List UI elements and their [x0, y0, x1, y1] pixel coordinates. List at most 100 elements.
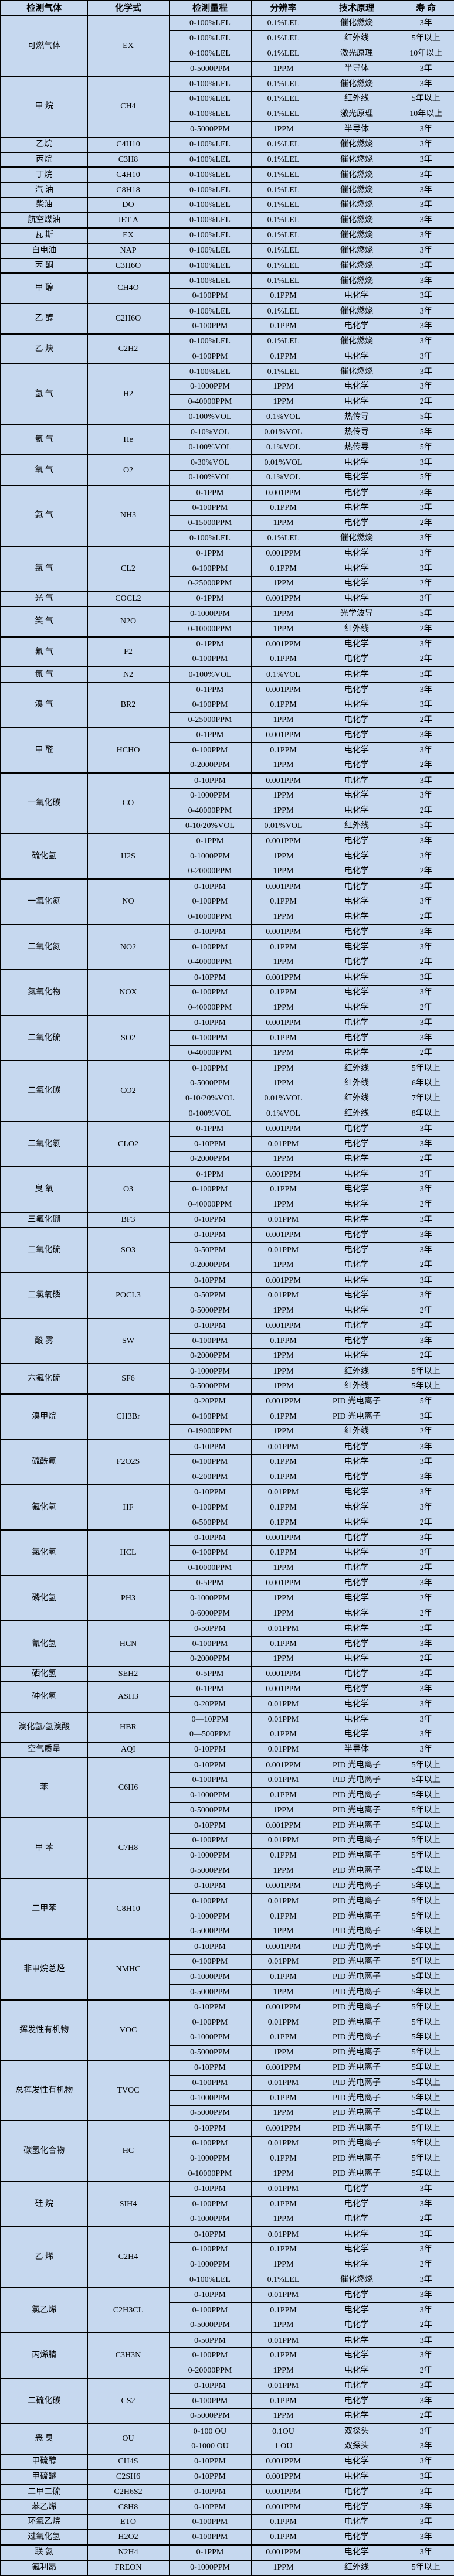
range-cell: 0-10PPM: [168, 2499, 252, 2515]
range-cell: 0-100PPM: [168, 1500, 252, 1516]
table-row: 0-1000PPM 1PPM 电化学 2年: [1, 2211, 454, 2227]
resolution-cell: 0.001PPM: [250, 1014, 316, 1031]
table-row: 乙 炔 C2H2 0-100%LEL 0.1%LEL 催化燃烧 3年: [0, 333, 454, 364]
resolution-cell: 1PPM: [250, 1075, 316, 1092]
gas-name-cell: 三氟化硼: [0, 1211, 88, 1228]
resolution-cell: 0.01PPM: [250, 2135, 316, 2152]
resolution-cell: 0.001PPM: [250, 2453, 316, 2470]
principle-cell: 电化学: [315, 1606, 398, 1621]
lifespan-cell: 3年: [397, 682, 454, 698]
resolution-cell: 0.01PPM: [250, 2287, 316, 2303]
gas-name-cell: 氦 气: [0, 424, 88, 455]
lifespan-cell: 3年: [397, 1272, 454, 1289]
gas-name-cell: 一氧化碳: [0, 772, 88, 834]
formula-cell: ETO: [87, 2514, 170, 2530]
resolution-cell: 1PPM: [250, 1606, 316, 1621]
table-row: 二硫化碳 CS2 0-10PPM 0.01PPM 电化学 3年: [0, 2377, 454, 2424]
principle-cell: 电化学: [315, 1211, 398, 1228]
lifespan-cell: 3年: [397, 1696, 454, 1712]
formula-cell: C2H6O: [87, 303, 170, 335]
principle-cell: 电化学: [315, 682, 398, 698]
lifespan-cell: 2年: [397, 1606, 454, 1621]
table-row: 氦 气 He 0-10%VOL 0.01%VOL 热传导 5年: [0, 424, 454, 455]
lifespan-cell: 5年以上: [397, 1938, 454, 1955]
range-cell: 0-1000PPM: [168, 2559, 252, 2576]
formula-cell: C8H18: [87, 182, 170, 198]
header-lifespan: 寿 命: [397, 0, 454, 16]
resolution-cell: 1PPM: [250, 2257, 316, 2273]
header-row: 检测气体 化学式 检测量程 分辨率 技术原理 寿 命: [0, 0, 454, 16]
lifespan-cell: 3年: [397, 1439, 454, 1455]
lifespan-cell: 5年以上: [397, 1832, 454, 1849]
lifespan-cell: 5年以上: [397, 1969, 454, 1985]
principle-cell: 电化学: [315, 469, 398, 486]
resolution-cell: 0.1PPM: [250, 1848, 316, 1864]
resolution-cell: 1PPM: [250, 1923, 316, 1940]
range-cell: 0-1PPM: [168, 2544, 252, 2561]
gas-name-cell: 瓦 斯: [0, 227, 88, 244]
lifespan-cell: 2年: [397, 515, 454, 531]
table-row: 0-100PPM 0.01PPM PID 光电离子 5年以上: [1, 2014, 454, 2030]
header-principle: 技术原理: [315, 0, 398, 16]
formula-cell: HCL: [87, 1529, 170, 1576]
header-range: 检测量程: [168, 0, 252, 16]
principle-cell: 电化学: [315, 2180, 398, 2197]
principle-cell: 电化学: [315, 1030, 398, 1046]
table-row: 乙 醇 C2H6O 0-100%LEL 0.1%LEL 催化燃烧 3年: [0, 303, 454, 335]
gas-name-cell: 乙 醇: [0, 303, 88, 335]
lifespan-cell: 8年以上: [397, 1106, 454, 1122]
resolution-cell: 0.01%VOL: [250, 424, 316, 441]
range-cell: 0-100%LEL: [168, 303, 252, 319]
principle-cell: 电化学: [315, 954, 398, 970]
resolution-cell: 0.001PPM: [250, 2483, 316, 2500]
resolution-cell: 0.001PPM: [250, 1166, 316, 1183]
lifespan-cell: 3年: [397, 197, 454, 213]
lifespan-cell: 3年: [397, 166, 454, 183]
gas-name-cell: 甲 烷: [0, 76, 88, 138]
resolution-cell: 0.01PPM: [250, 1711, 316, 1727]
formula-cell: VOC: [87, 1999, 170, 2061]
lifespan-cell: 3年: [397, 924, 454, 940]
table-row: 氮 气 N2 0-100%VOL 0.1%VOL 电化学 3年: [0, 666, 454, 683]
resolution-cell: 0.1%LEL: [250, 272, 316, 289]
principle-cell: 电化学: [315, 2393, 398, 2409]
range-cell: 0-100PPM: [168, 1545, 252, 1561]
lifespan-cell: 2年: [397, 1423, 454, 1440]
resolution-cell: 0.01%VOL: [250, 818, 316, 834]
lifespan-cell: 2年: [397, 2211, 454, 2227]
range-cell: 0-100PPM: [168, 1454, 252, 1470]
resolution-cell: 1PPM: [250, 2317, 316, 2333]
table-row: 磷化氢 PH3 0-5PPM 0.001PPM 电化学 3年: [0, 1575, 454, 1621]
formula-cell: N2O: [87, 605, 170, 638]
table-row: 0-5000PPM 1PPM 电化学 2年: [1, 1303, 454, 1319]
range-cell: 0-10PPM: [168, 1226, 252, 1243]
lifespan-cell: 10年以上: [397, 46, 454, 62]
range-cell: 0-100%LEL: [168, 242, 252, 258]
resolution-cell: 1PPM: [250, 379, 316, 395]
table-row: 一氧化氮 NO 0-10PPM 0.001PPM 电化学 3年: [0, 878, 454, 925]
lifespan-cell: 3年: [397, 2196, 454, 2212]
gas-name-cell: 甲硫醇: [0, 2453, 88, 2470]
lifespan-cell: 2年: [397, 575, 454, 592]
principle-cell: 电化学: [315, 727, 398, 743]
gas-name-cell: 甲 醛: [0, 727, 88, 774]
resolution-cell: 0.01PPM: [250, 1211, 316, 1228]
table-row: 乙烷 C4H10 0-100%LEL 0.1%LEL 催化燃烧 3年: [0, 136, 454, 153]
resolution-cell: 1PPM: [250, 2105, 316, 2121]
lifespan-cell: 5年以上: [397, 2059, 454, 2076]
lifespan-cell: 5年以上: [397, 1893, 454, 1909]
lifespan-cell: 3年: [397, 636, 454, 652]
lifespan-cell: 5年以上: [397, 2029, 454, 2046]
gas-name-cell: 可燃气体: [0, 15, 88, 77]
resolution-cell: 1PPM: [250, 575, 316, 592]
principle-cell: 电化学: [315, 757, 398, 774]
table-row: 过氧化氢 H2O2 0-100PPM 0.1PPM 电化学 3年: [0, 2529, 454, 2546]
lifespan-cell: 2年: [397, 2363, 454, 2379]
table-row: 柴油 DO 0-100%LEL 0.1%LEL 催化燃烧 3年: [0, 197, 454, 213]
lifespan-cell: 3年: [397, 15, 454, 32]
principle-cell: 电化学: [315, 1439, 398, 1455]
header-formula: 化学式: [87, 0, 170, 16]
formula-cell: NMHC: [87, 1938, 170, 2001]
lifespan-cell: 3年: [397, 545, 454, 561]
lifespan-cell: 3年: [397, 2180, 454, 2197]
